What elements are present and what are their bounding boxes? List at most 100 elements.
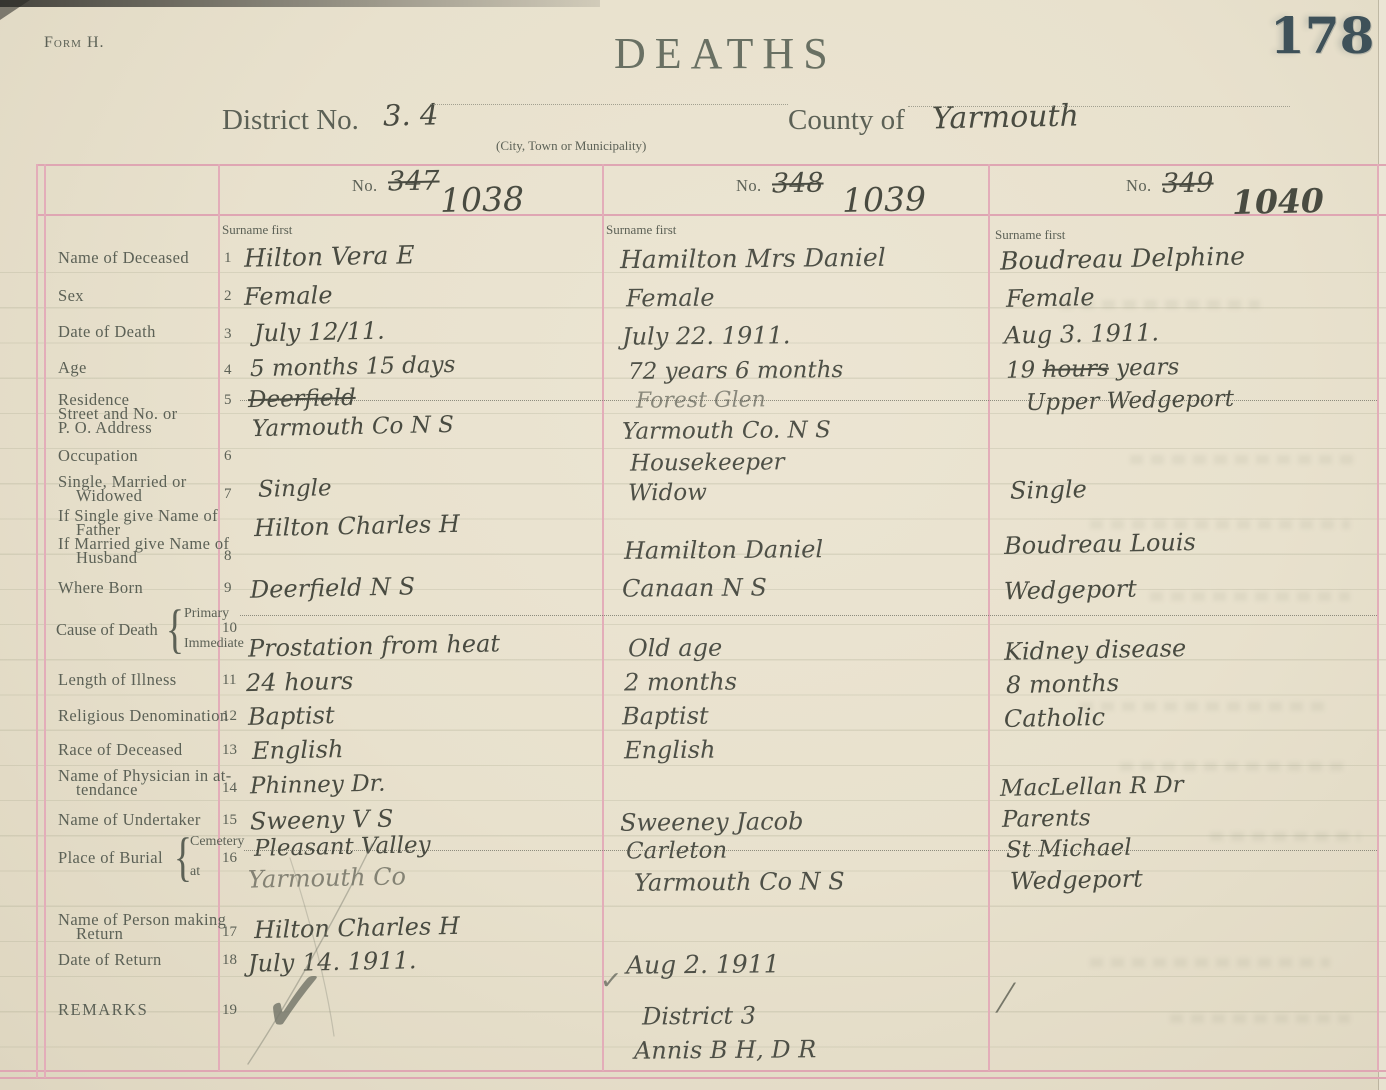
row-num-2: 2 [224, 288, 232, 304]
row-label-16-at: at [190, 864, 201, 879]
row-label-5a: Residence [58, 390, 130, 409]
record2-residence2: Yarmouth Co. N S [621, 417, 831, 445]
county-leader-line [908, 106, 1290, 107]
row-label-9: Where Born [58, 578, 144, 597]
table-bottom-border-outer [0, 1070, 1386, 1072]
row-label-1: Name of Deceased [58, 248, 189, 267]
row-label-5b: Street and No. or [58, 404, 178, 423]
record2-race: English [623, 735, 716, 765]
no-label-record2: No. [736, 176, 762, 195]
district-label: District No. [222, 104, 359, 136]
record2-religion: Baptist [621, 701, 709, 731]
record1-number: 1038 [439, 179, 525, 220]
record3-death-date: Aug 3. 1911. [1003, 318, 1160, 350]
record3-marital: Single [1009, 475, 1088, 505]
record1-father: Hilton Charles H [253, 509, 461, 543]
record2-marital: Widow [627, 479, 707, 507]
row-label-14b: tendance [76, 780, 138, 799]
row-label-14a: Name of Physician in at- [58, 766, 232, 785]
county-value: Yarmouth [931, 98, 1080, 137]
row-label-15: Name of Undertaker [58, 810, 201, 829]
record1-where-born: Deerfield N S [249, 572, 416, 604]
record1-religion: Baptist [247, 701, 335, 731]
record3-burial1: St Michael [1005, 834, 1132, 864]
scan-top-edge [0, 0, 600, 7]
row-label-2: Sex [58, 286, 84, 305]
burial-leader [244, 850, 1377, 851]
no-label-record3: No. [1126, 176, 1152, 195]
record1-physician: Phinney Dr. [249, 770, 386, 800]
row-label-10-immediate: Immediate [184, 636, 244, 651]
surname-note-col2: Surname first [606, 222, 677, 237]
table-left-border-inner [44, 164, 46, 1078]
record2-residence1: Forest Glen [635, 387, 766, 414]
row-num-6: 6 [224, 448, 232, 464]
row-label-10-primary: Primary [184, 606, 230, 621]
record3-name: Boudreau Delphine [999, 241, 1246, 276]
record1-name: Hilton Vera E [243, 240, 415, 273]
scan-corner-shadow [0, 0, 30, 20]
row-label-8c: If Married give Name of [58, 534, 230, 553]
record3-age: 19 hours years [1006, 354, 1180, 384]
row-label-8b: Father [76, 520, 121, 539]
record1-old-number: 347 [387, 165, 440, 198]
row-label-6: Occupation [58, 446, 139, 465]
record3-where-born: Wedgeport [1003, 574, 1138, 606]
row-label-3: Date of Death [58, 322, 156, 341]
record1-residence-struck: Deerfield [247, 384, 356, 414]
record3-father: Boudreau Louis [1003, 527, 1197, 561]
district-leader-line [430, 104, 788, 105]
record2-remark1: District 3 [641, 1001, 757, 1031]
record1-illness: 24 hours [245, 666, 354, 698]
row-label-7b: Widowed [76, 486, 143, 505]
record2-remark2: Annis B H, D R [633, 1035, 817, 1065]
record3-religion: Catholic [1003, 702, 1106, 734]
record1-cause: Prostation from heat [247, 629, 501, 663]
record1-residence2: Yarmouth Co N S [251, 411, 455, 443]
page-right-edge [1379, 0, 1386, 1090]
record2-undertaker: Sweeney Jacob [619, 807, 804, 837]
record3-number: 1040 [1231, 181, 1325, 222]
table-top-border [36, 164, 1386, 166]
table-left-border-outer [36, 164, 38, 1078]
bleedthrough-smudge [1210, 832, 1360, 841]
record2-number: 1039 [841, 179, 927, 220]
record2-death-date: July 22. 1911. [621, 321, 791, 351]
record3-burial2: Wedgeport [1009, 864, 1144, 896]
bleedthrough-smudge [1090, 958, 1330, 967]
row-num-13: 13 [222, 742, 237, 758]
record2-burial2: Yarmouth Co N S [633, 867, 845, 897]
bleedthrough-smudge [1170, 1014, 1350, 1023]
row-num-11: 11 [222, 672, 237, 688]
row-label-17b: Return [76, 924, 124, 943]
record1-race: English [251, 735, 344, 765]
row-label-19: REMARKS [58, 1000, 149, 1019]
record1-marital: Single [257, 475, 332, 503]
record2-illness: 2 months [623, 667, 738, 697]
column1-divider [602, 164, 604, 1071]
row-num-19: 19 [222, 1002, 237, 1018]
column2-divider [988, 164, 990, 1071]
record2-age: 72 years 6 months [627, 357, 844, 385]
row-label-5c: P. O. Address [58, 418, 153, 437]
surname-note-col1: Surname first [222, 222, 293, 237]
row-num-9: 9 [224, 580, 232, 596]
residence-leader [240, 400, 1377, 401]
record3-sex: Female [1005, 283, 1095, 313]
record2-name: Hamilton Mrs Daniel [619, 242, 886, 275]
row-label-13: Race of Deceased [58, 740, 183, 759]
record2-cause: Old age [627, 633, 723, 663]
row-num-4: 4 [224, 362, 232, 378]
record3-undertaker: Parents [1001, 805, 1091, 833]
row-label-16-cemetery: Cemetery [190, 834, 245, 849]
no-label-record1: No. [352, 176, 378, 195]
bleedthrough-smudge [1150, 592, 1350, 601]
row-num-1: 1 [224, 250, 232, 266]
page-title: DEATHS [614, 29, 837, 78]
row-num-17: 17 [222, 924, 237, 940]
district-value: 3. 4 [382, 97, 439, 133]
row-num-8: 8 [224, 548, 232, 564]
label-column-divider [218, 164, 220, 1071]
surname-note-col3: Surname first [995, 227, 1066, 242]
bleedthrough-smudge [1130, 455, 1360, 464]
